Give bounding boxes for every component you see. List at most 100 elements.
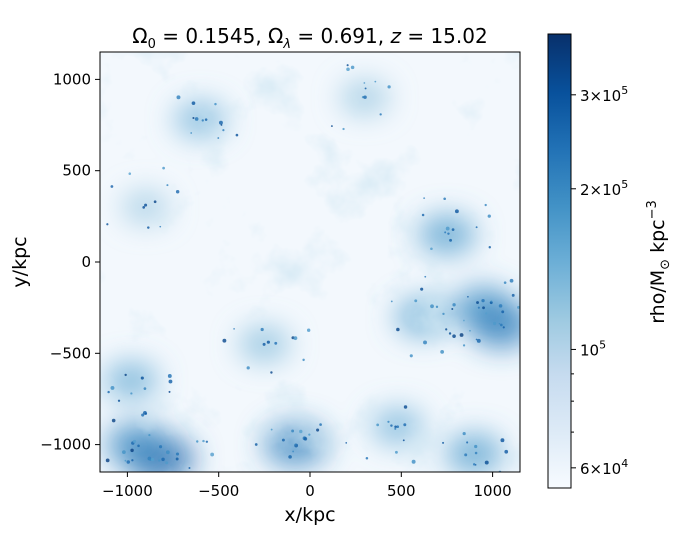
density-speck <box>154 492 158 496</box>
density-speck <box>402 439 405 442</box>
density-speck <box>394 450 398 454</box>
density-speck <box>131 459 134 462</box>
density-speck <box>536 340 539 343</box>
density-speck <box>122 450 126 455</box>
density-speck <box>503 281 507 284</box>
density-speck <box>167 374 172 378</box>
density-speck <box>218 120 223 125</box>
density-speck <box>414 299 418 303</box>
density-speck <box>387 85 391 89</box>
density-speck <box>409 354 413 358</box>
density-speck <box>346 67 350 72</box>
density-speck <box>420 287 424 291</box>
density-speck <box>345 442 348 444</box>
y-tick-label: −500 <box>50 344 91 362</box>
density-speck <box>364 87 367 90</box>
density-speck <box>504 449 509 454</box>
density-speck <box>451 228 455 231</box>
density-speck <box>501 310 505 314</box>
density-speck <box>260 327 264 332</box>
y-tick-label: 1000 <box>53 70 91 88</box>
colorbar-tick-label: 105 <box>580 338 606 359</box>
colorbar-tick-label: 3×105 <box>580 84 628 105</box>
density-speck <box>459 333 464 337</box>
density-speck <box>165 461 169 465</box>
density-speck <box>424 275 427 278</box>
density-speck <box>132 439 137 444</box>
density-speck <box>105 458 110 463</box>
density-speck <box>442 441 445 444</box>
density-speck <box>517 305 520 309</box>
density-speck <box>254 443 258 446</box>
density-speck <box>462 431 466 436</box>
density-speck <box>194 117 199 121</box>
density-speck <box>411 459 416 464</box>
y-tick-label: 0 <box>81 253 91 271</box>
y-tick-label: 500 <box>62 162 91 180</box>
density-speck <box>350 65 355 70</box>
x-tick-label: −1000 <box>102 482 153 500</box>
density-speck <box>442 312 445 316</box>
density-speck <box>202 439 205 443</box>
density-speck <box>205 440 209 443</box>
density-speck <box>111 418 116 423</box>
density-speck <box>274 341 278 345</box>
density-speck <box>476 338 481 343</box>
density-speck <box>430 304 434 309</box>
density-speck <box>374 80 377 83</box>
density-speck <box>175 457 179 461</box>
density-speck <box>511 293 515 297</box>
density-speck <box>147 226 150 229</box>
density-speck <box>246 366 250 370</box>
density-speck <box>292 450 295 453</box>
density-speck <box>262 342 266 346</box>
density-speck <box>484 460 489 465</box>
density-speck <box>363 82 366 84</box>
density-speck <box>509 278 514 283</box>
density-speck <box>470 495 472 497</box>
density-speck <box>396 425 400 428</box>
density-speck <box>403 405 408 409</box>
x-tick-label: 500 <box>387 482 416 500</box>
density-speck <box>445 226 450 231</box>
density-speck <box>303 437 308 441</box>
density-speck <box>477 306 480 309</box>
density-speck <box>130 392 133 395</box>
density-speck <box>498 322 501 325</box>
density-speck <box>117 399 121 402</box>
density-speck <box>96 441 99 444</box>
y-tick-label: −1000 <box>40 436 91 454</box>
density-speck <box>476 301 479 304</box>
density-speck <box>475 226 478 229</box>
density-speck <box>168 379 173 384</box>
density-speck <box>288 455 292 459</box>
density-speck <box>130 448 134 453</box>
density-speck <box>124 373 127 377</box>
density-speck <box>463 319 465 322</box>
density-speck <box>467 295 469 298</box>
x-tick-label: 0 <box>305 482 315 500</box>
density-speck <box>128 172 132 175</box>
density-speck <box>165 450 170 455</box>
density-speck <box>222 129 225 132</box>
density-map <box>96 52 539 497</box>
density-speck <box>394 425 397 429</box>
density-speck <box>390 424 393 427</box>
density-speck <box>144 412 148 415</box>
density-speck <box>191 101 196 106</box>
density-speck <box>233 328 235 330</box>
density-speck <box>440 350 445 354</box>
density-speck <box>143 387 147 390</box>
density-speck <box>175 190 180 194</box>
density-speck <box>498 304 503 308</box>
density-speck <box>475 338 478 341</box>
density-speck <box>390 300 393 303</box>
y-axis-label: y/kpc <box>9 236 31 287</box>
density-speck <box>472 463 476 466</box>
density-speck <box>204 118 208 121</box>
density-speck <box>140 376 144 380</box>
density-speck <box>159 225 162 228</box>
density-speck <box>217 137 220 139</box>
density-speck <box>459 477 461 479</box>
density-speck <box>210 452 215 457</box>
